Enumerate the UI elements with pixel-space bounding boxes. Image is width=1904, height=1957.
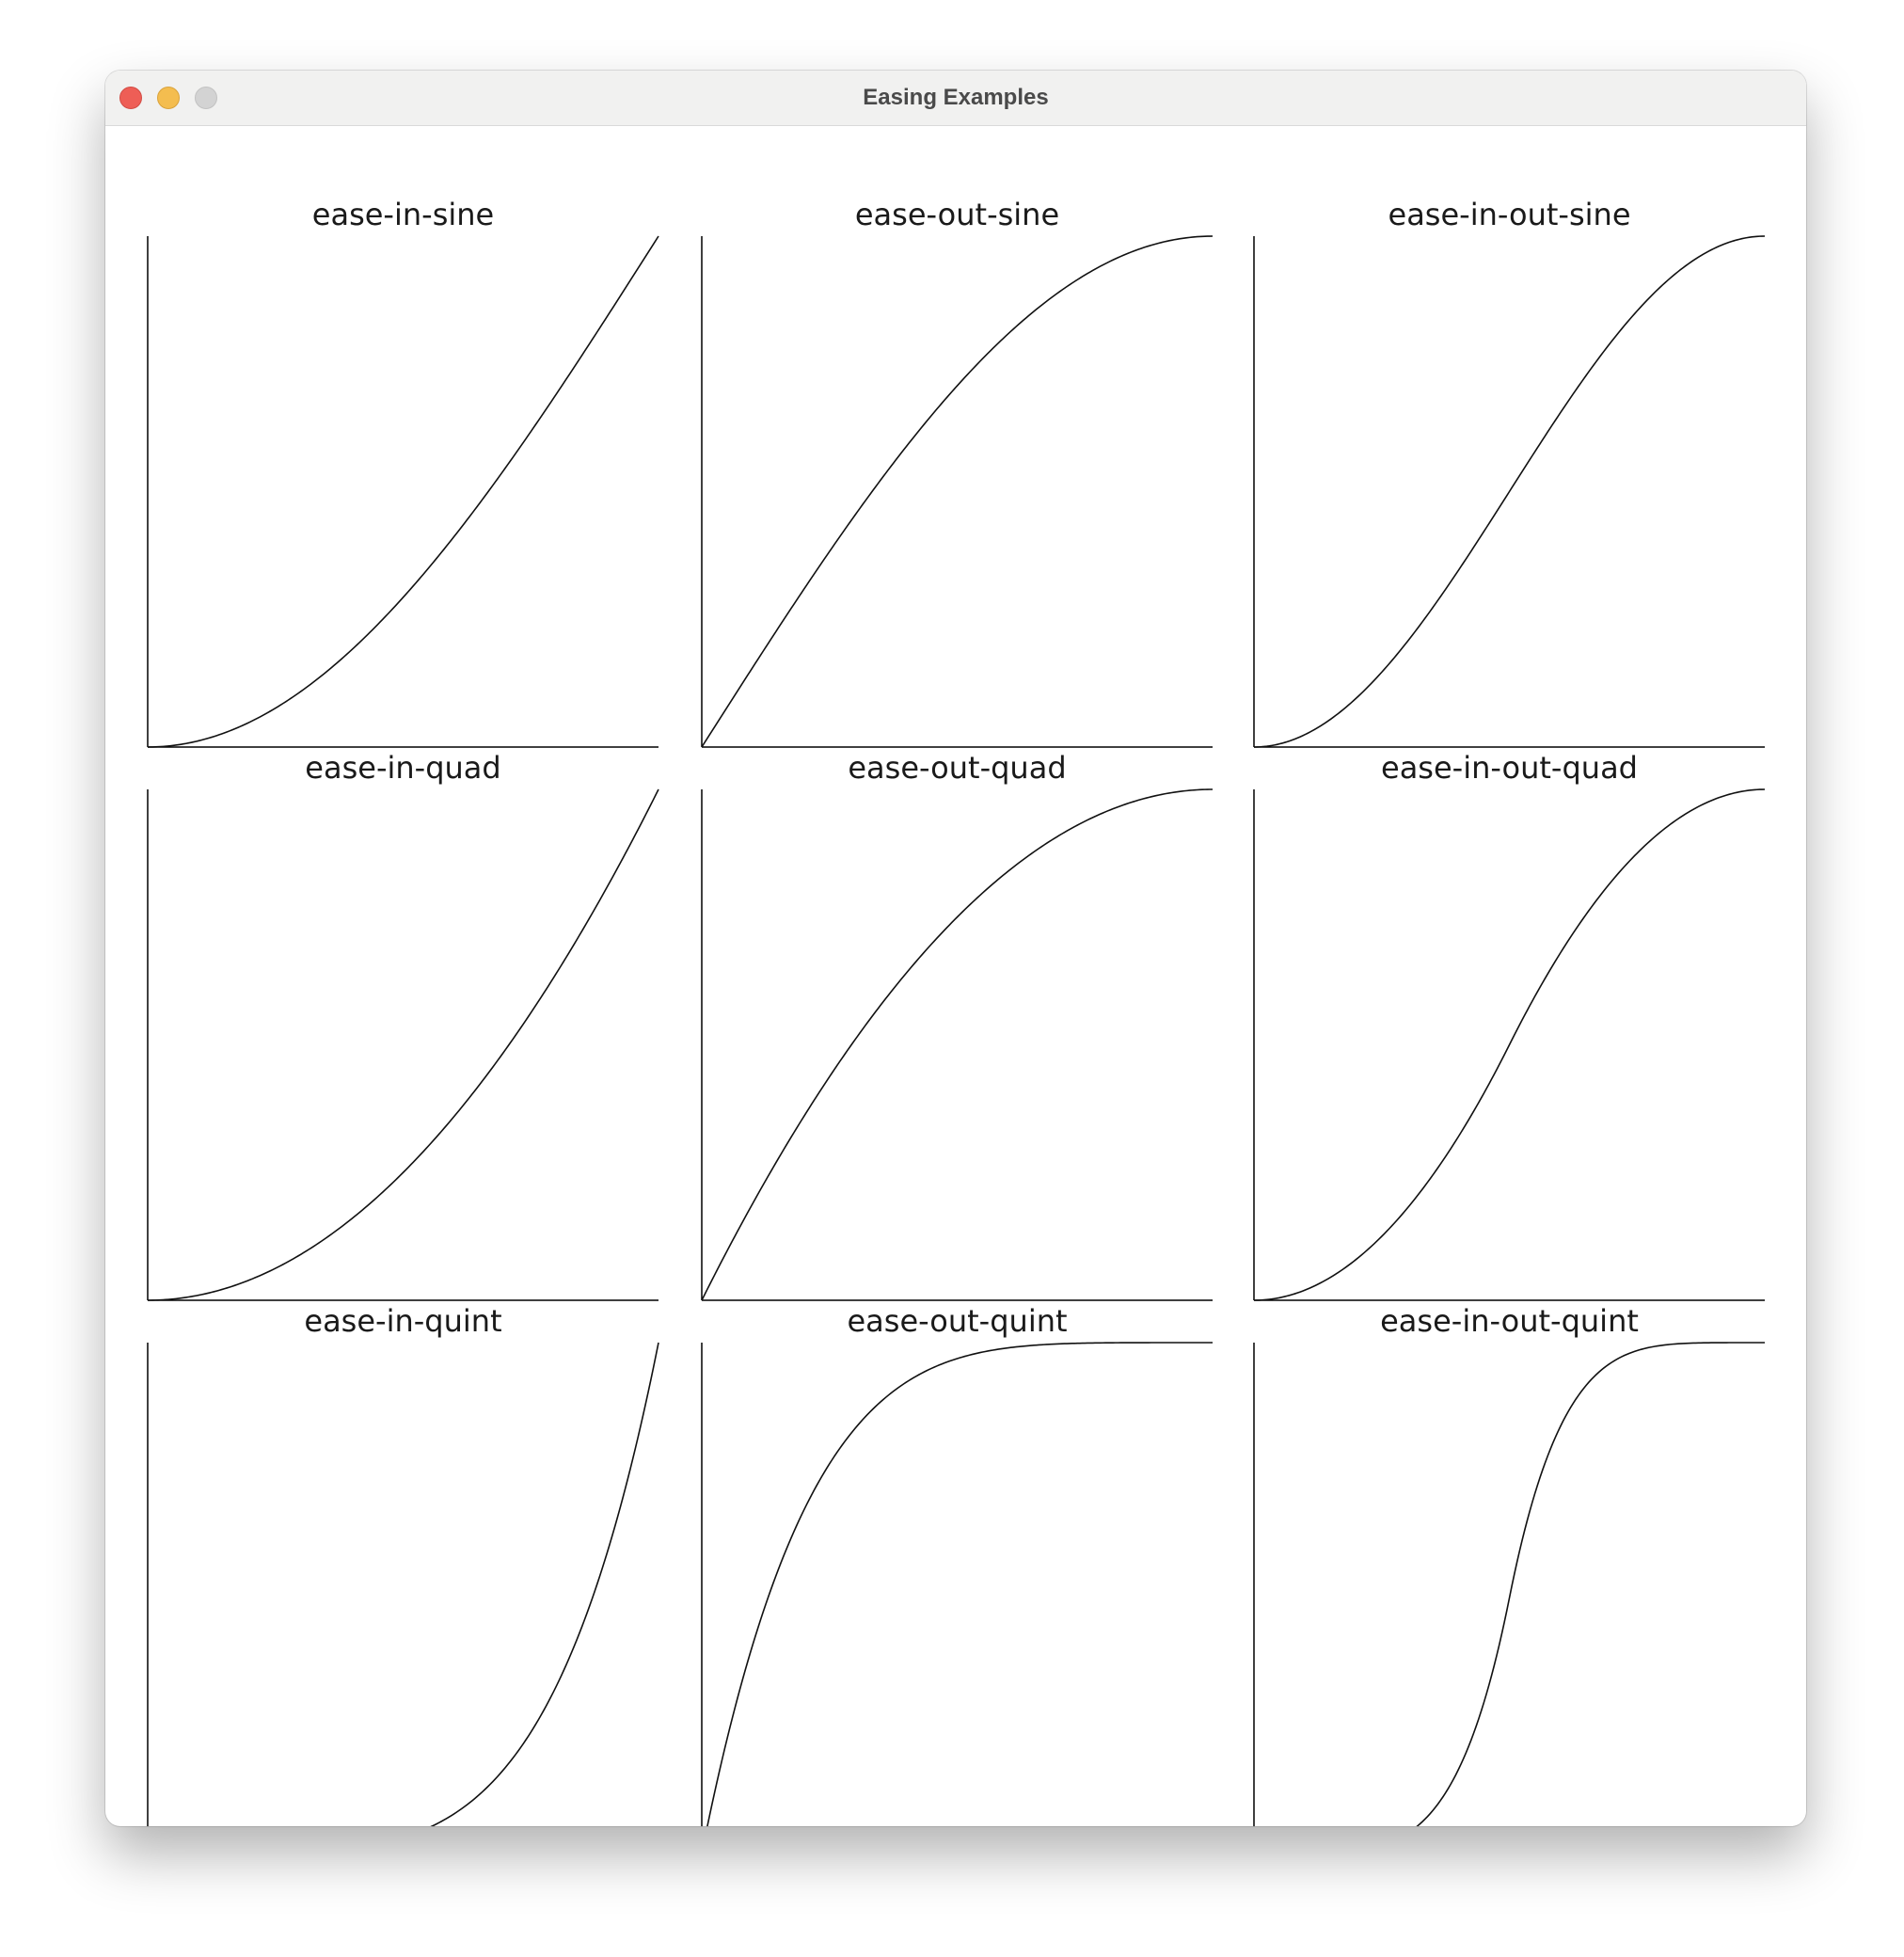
chart-ease-in-quad: ease-in-quad bbox=[147, 750, 659, 1301]
series-line bbox=[701, 788, 1214, 1301]
chart-ease-in-sine: ease-in-sine bbox=[147, 197, 659, 748]
chart-title: ease-out-sine bbox=[855, 197, 1059, 232]
chart-ease-in-out-quint: ease-in-out-quint bbox=[1253, 1303, 1765, 1826]
chart-title: ease-out-quint bbox=[847, 1303, 1067, 1339]
chart-ease-out-sine: ease-out-sine bbox=[701, 197, 1214, 748]
series-line bbox=[1253, 235, 1766, 748]
series-line bbox=[147, 788, 659, 1301]
chart-ease-out-quint: ease-out-quint bbox=[701, 1303, 1213, 1826]
close-button[interactable] bbox=[119, 87, 142, 109]
chart-ease-in-out-quad: ease-in-out-quad bbox=[1253, 750, 1766, 1301]
chart-ease-in-quint: ease-in-quint bbox=[147, 1303, 659, 1826]
app-window: Easing Examples ease-in-sine ease-out-sin… bbox=[105, 71, 1806, 1826]
title-bar: Easing Examples bbox=[105, 71, 1806, 126]
chart-ease-out-quad: ease-out-quad bbox=[701, 750, 1214, 1301]
chart-ease-in-out-sine: ease-in-out-sine bbox=[1253, 197, 1766, 748]
series-line bbox=[1416, 1342, 1765, 1826]
chart-title: ease-in-out-quad bbox=[1381, 750, 1638, 786]
chart-title: ease-out-quad bbox=[848, 750, 1066, 786]
series-line bbox=[1253, 788, 1766, 1301]
chart-title: ease-in-out-sine bbox=[1388, 197, 1631, 232]
minimize-button[interactable] bbox=[157, 87, 180, 109]
series-line bbox=[706, 1342, 1213, 1826]
easing-charts: ease-in-sine ease-out-sine ease-in-out-sin… bbox=[147, 197, 1766, 1826]
chart-title: ease-in-quint bbox=[304, 1303, 501, 1339]
chart-title: ease-in-sine bbox=[312, 197, 494, 232]
easing-grid: ease-in-sine ease-out-sine ease-in-out-sin… bbox=[105, 125, 1806, 1826]
zoom-button[interactable] bbox=[195, 87, 217, 109]
series-line bbox=[701, 235, 1214, 748]
chart-title: ease-in-quad bbox=[305, 750, 500, 786]
series-line bbox=[147, 235, 659, 748]
window-title: Easing Examples bbox=[863, 85, 1049, 110]
chart-title: ease-in-out-quint bbox=[1380, 1303, 1639, 1339]
series-line bbox=[430, 1342, 659, 1826]
